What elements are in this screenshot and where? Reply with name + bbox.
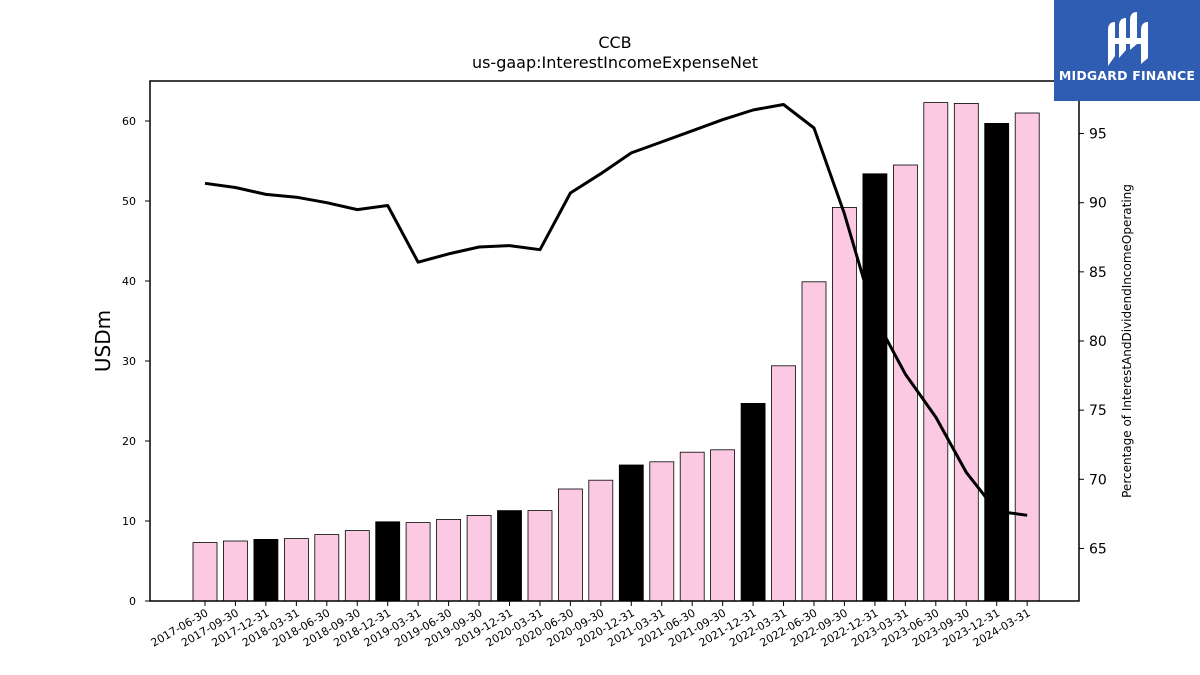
bar bbox=[832, 206, 857, 602]
y-axis-left: 0 10 20 30 40 50 60 bbox=[122, 115, 150, 608]
bar bbox=[618, 464, 644, 602]
bar bbox=[253, 539, 279, 602]
bar bbox=[497, 510, 522, 602]
bar bbox=[405, 522, 431, 602]
logo-text: MIDGARD FINANCE bbox=[1058, 68, 1196, 83]
y-axis-label: USDm bbox=[91, 310, 115, 372]
y-tick-label: 50 bbox=[122, 195, 136, 208]
bar bbox=[801, 281, 827, 602]
y2-tick-label: 80 bbox=[1089, 334, 1107, 350]
line-path bbox=[204, 103, 1028, 517]
chart-subtitle: us-gaap:InterestIncomeExpenseNet bbox=[472, 53, 758, 72]
y-tick-label: 0 bbox=[129, 595, 136, 608]
bar bbox=[649, 461, 675, 602]
bar bbox=[344, 530, 370, 602]
bar bbox=[679, 451, 705, 602]
y2-tick-label: 95 bbox=[1089, 127, 1107, 143]
bar-series bbox=[192, 102, 1040, 602]
bar bbox=[283, 538, 309, 602]
y-tick-label: 10 bbox=[122, 515, 136, 528]
chart-title: CCB bbox=[598, 33, 631, 52]
bar bbox=[893, 164, 918, 602]
bar bbox=[1014, 112, 1040, 602]
bar bbox=[710, 449, 735, 602]
y2-tick-label: 90 bbox=[1089, 196, 1107, 212]
logo-mark-icon bbox=[1108, 12, 1148, 66]
bar bbox=[222, 540, 248, 602]
bar bbox=[314, 534, 340, 602]
y-tick-label: 40 bbox=[122, 275, 136, 288]
line-series bbox=[204, 103, 1028, 517]
y2-tick-label: 75 bbox=[1089, 403, 1107, 419]
y-tick-label: 60 bbox=[122, 115, 136, 128]
y2-tick-label: 85 bbox=[1089, 265, 1107, 281]
bar bbox=[740, 402, 766, 602]
y2-tick-label: 65 bbox=[1089, 541, 1107, 557]
bar bbox=[923, 102, 949, 602]
bar bbox=[466, 515, 492, 602]
y-tick-label: 20 bbox=[122, 435, 136, 448]
bar bbox=[436, 519, 462, 602]
bar bbox=[192, 542, 218, 602]
y2-axis-label: Percentage of InterestAndDividendIncomeO… bbox=[1120, 184, 1134, 498]
bar bbox=[771, 365, 796, 602]
brand-logo: MIDGARD FINANCE bbox=[1054, 0, 1200, 101]
bar bbox=[588, 479, 614, 602]
bar bbox=[953, 103, 979, 602]
y2-tick-label: 70 bbox=[1089, 472, 1107, 488]
bar bbox=[984, 123, 1010, 602]
x-axis: 2017-06-302017-09-302017-12-312018-03-31… bbox=[149, 601, 1033, 650]
bar bbox=[375, 521, 401, 602]
bar bbox=[862, 173, 888, 602]
y-tick-label: 30 bbox=[122, 355, 136, 368]
y-axis-right: 65 70 75 80 85 90 95 bbox=[1079, 127, 1107, 557]
bar bbox=[527, 510, 553, 602]
bar bbox=[558, 488, 583, 602]
